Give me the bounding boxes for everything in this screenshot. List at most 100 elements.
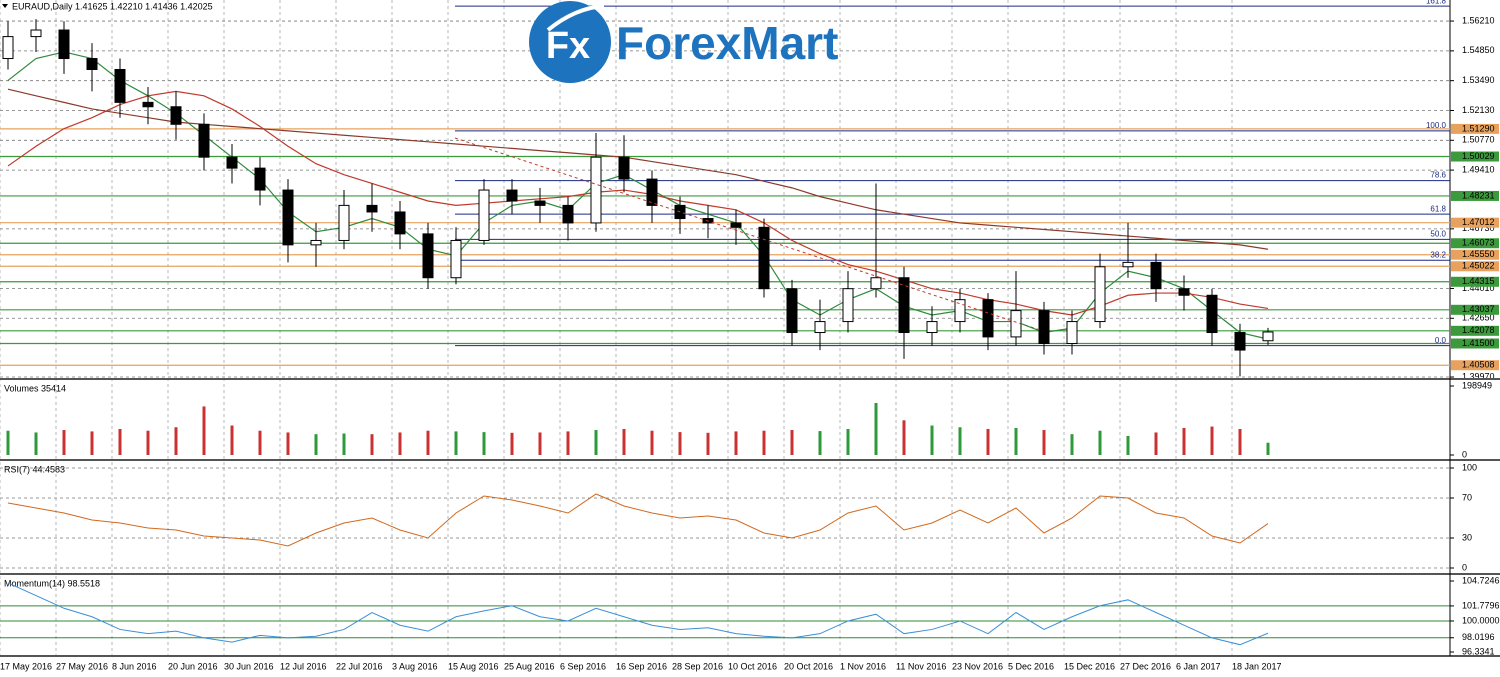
candle-body bbox=[506, 189, 518, 202]
volume-bar bbox=[1238, 428, 1242, 455]
candle-body bbox=[226, 156, 238, 169]
volume-bar bbox=[1182, 427, 1186, 455]
price-level-label: 1.45550 bbox=[1462, 249, 1495, 259]
moving-average bbox=[7, 90, 1269, 316]
y-tick-label: 70 bbox=[1462, 492, 1472, 502]
y-tick-label: 1.54850 bbox=[1462, 45, 1495, 55]
volume-bar bbox=[762, 430, 766, 455]
panel-title: Momentum(14) 98.5518 bbox=[4, 578, 100, 588]
logo-name: ForexMart bbox=[616, 17, 838, 69]
candle-body bbox=[982, 299, 994, 338]
candle-body bbox=[618, 156, 630, 180]
candle-body bbox=[898, 277, 910, 334]
volume-bar bbox=[370, 434, 374, 455]
volume-bar bbox=[398, 432, 402, 455]
volume-bar bbox=[1070, 434, 1074, 455]
candle-body bbox=[590, 156, 602, 224]
price-level-label: 1.50029 bbox=[1462, 151, 1495, 161]
price-level-label: 1.48231 bbox=[1462, 190, 1495, 200]
fib-label: 78.6 bbox=[1430, 171, 1446, 180]
logo: Fx ForexMart bbox=[529, 1, 838, 83]
price-level-box bbox=[1451, 360, 1499, 371]
candle-body bbox=[870, 277, 882, 290]
volume-bar bbox=[342, 433, 346, 455]
x-tick-label: 28 Sep 2016 bbox=[672, 661, 723, 671]
volume-bar bbox=[34, 432, 38, 455]
volume-bar bbox=[1098, 430, 1102, 455]
volume-bar bbox=[426, 430, 430, 455]
volume-bar bbox=[566, 431, 570, 455]
fib-label: 0.0 bbox=[1435, 336, 1447, 345]
x-tick-label: 3 Aug 2016 bbox=[392, 661, 438, 671]
volume-bar bbox=[846, 428, 850, 455]
volume-bar bbox=[1266, 442, 1270, 455]
volume-bar bbox=[146, 430, 150, 455]
y-tick-label: 101.7796 bbox=[1462, 600, 1500, 610]
candle-body bbox=[86, 58, 98, 70]
candle-body bbox=[450, 239, 462, 279]
y-tick-label: 104.7246 bbox=[1462, 575, 1500, 585]
volume-bar bbox=[790, 430, 794, 455]
price-level-box bbox=[1451, 276, 1499, 287]
logo-circle bbox=[529, 1, 611, 83]
volume-bar bbox=[90, 431, 94, 455]
y-tick-label: 1.50770 bbox=[1462, 135, 1495, 145]
price-level-box bbox=[1451, 190, 1499, 201]
volume-bar bbox=[1014, 427, 1018, 455]
price-level-label: 1.47012 bbox=[1462, 217, 1495, 227]
price-level-box bbox=[1451, 338, 1499, 349]
volume-bar bbox=[6, 430, 10, 455]
x-tick-label: 10 Oct 2016 bbox=[728, 661, 777, 671]
indicator-line bbox=[7, 493, 1269, 547]
y-tick-label: 0 bbox=[1462, 449, 1467, 459]
volume-bar bbox=[958, 427, 962, 455]
candle-body bbox=[30, 29, 42, 38]
volume-bar bbox=[230, 425, 234, 455]
price-level-label: 1.46073 bbox=[1462, 238, 1495, 248]
candle-body bbox=[1206, 294, 1218, 334]
candle-body bbox=[254, 167, 266, 191]
price-level-label: 1.45022 bbox=[1462, 261, 1495, 271]
y-tick-label: 1.56210 bbox=[1462, 15, 1495, 25]
price-level-label: 1.43037 bbox=[1462, 304, 1495, 314]
price-level-box bbox=[1451, 249, 1499, 260]
y-tick-label: 100.0000 bbox=[1462, 615, 1500, 625]
price-level-box bbox=[1451, 238, 1499, 249]
candle-body bbox=[394, 211, 406, 235]
candle-body bbox=[282, 189, 294, 246]
moving-average bbox=[7, 88, 1269, 250]
price-level-label: 1.42078 bbox=[1462, 325, 1495, 335]
x-tick-label: 11 Nov 2016 bbox=[896, 661, 946, 671]
candle-body bbox=[562, 204, 574, 224]
candle-body bbox=[926, 321, 938, 334]
x-tick-label: 30 Jun 2016 bbox=[224, 661, 274, 671]
volume-bar bbox=[258, 430, 262, 455]
candle-body bbox=[842, 288, 854, 323]
candle-body bbox=[786, 288, 798, 334]
candle-body bbox=[1038, 310, 1050, 344]
y-tick-label: 1.46730 bbox=[1462, 223, 1495, 233]
x-tick-label: 8 Jun 2016 bbox=[112, 661, 157, 671]
candle-body bbox=[198, 123, 210, 158]
logo-icon: Fx bbox=[546, 25, 590, 67]
candle-body bbox=[142, 101, 154, 108]
price-level-box bbox=[1451, 123, 1499, 134]
volume-bar bbox=[930, 425, 934, 455]
price-level-label: 1.40508 bbox=[1462, 360, 1495, 370]
x-tick-label: 6 Sep 2016 bbox=[560, 661, 606, 671]
x-tick-label: 15 Dec 2016 bbox=[1064, 661, 1115, 671]
volume-bar bbox=[1042, 430, 1046, 455]
price-level-label: 1.41500 bbox=[1462, 338, 1495, 348]
volume-bar bbox=[510, 432, 514, 455]
x-tick-label: 27 Dec 2016 bbox=[1120, 661, 1171, 671]
candle-body bbox=[1066, 321, 1078, 344]
panel-title: Volumes 35414 bbox=[4, 383, 66, 393]
volume-bar bbox=[594, 430, 598, 455]
price-level-box bbox=[1451, 151, 1499, 162]
volume-bar bbox=[874, 402, 878, 455]
volume-bar bbox=[202, 406, 206, 455]
x-tick-label: 15 Aug 2016 bbox=[448, 661, 499, 671]
panel-title: RSI(7) 44.4583 bbox=[4, 464, 65, 474]
volume-bar bbox=[622, 428, 626, 455]
